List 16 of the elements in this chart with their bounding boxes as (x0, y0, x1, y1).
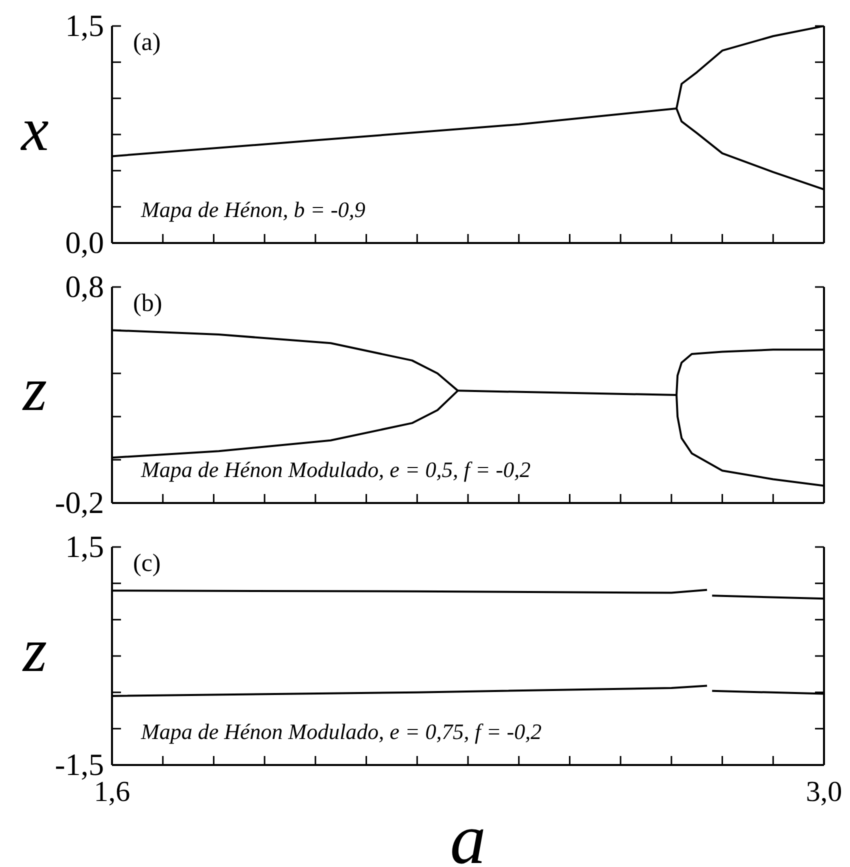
y-axis-title: x (20, 94, 50, 166)
y-tick-label: 0,8 (65, 269, 104, 304)
annotation: Mapa de Hénon Modulado, e = 0,5, f = -0,2 (141, 456, 531, 484)
annotation: (c) (133, 549, 161, 579)
x-tick-label: 3,0 (806, 776, 842, 808)
annotation: (b) (133, 289, 162, 319)
x-axis-title: a (449, 799, 487, 867)
y-tick-label: 1,5 (65, 8, 104, 43)
annotation: Mapa de Hénon, b = -0,9 (141, 196, 366, 224)
y-tick-label: -0,2 (54, 485, 104, 520)
y-axis-title: z (21, 616, 48, 687)
y-axis-title: z (21, 355, 48, 426)
annotation: Mapa de Hénon Modulado, e = 0,75, f = -0,2 (141, 718, 542, 746)
annotation: (a) (133, 28, 161, 58)
y-tick-label: 1,5 (65, 529, 104, 564)
y-tick-label: 0,0 (65, 225, 104, 260)
